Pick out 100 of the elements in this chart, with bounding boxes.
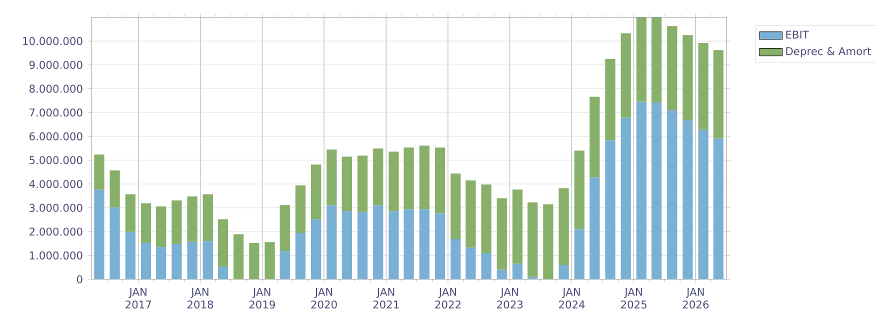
bar [156,247,166,280]
bar [574,150,584,230]
y-tick-label: 8.000.000 [29,84,82,93]
y-tick-label: 6.000.000 [30,132,82,140]
bar [311,219,322,280]
x-tick-label: JAN 2026 [682,288,709,309]
bar [558,188,569,265]
y-tick-label: 9.000.000 [29,60,82,69]
bar [481,184,492,254]
bar [466,248,476,280]
bar [698,42,708,130]
bar [373,148,384,206]
bar [140,203,152,244]
bar [620,118,631,280]
bar [156,206,166,248]
bar [388,152,399,212]
bar [682,120,693,280]
bar [172,244,182,280]
bar [110,207,120,280]
y-tick-label: 4.000.000 [29,180,82,188]
bar [218,219,228,267]
x-tick-label: JAN 2021 [373,288,399,309]
bar [326,149,337,206]
bar [434,213,446,280]
x-tick-label: JAN 2025 [621,288,646,309]
y-tick-label: 1.000.000 [30,251,82,260]
y-tick-label: 10.000.000 [23,37,82,46]
bar [342,211,352,280]
bar [558,264,569,280]
bar [172,200,182,244]
y-tick-label: 0 [76,275,82,284]
bar [264,242,275,280]
y-tick-label: 3.000.000 [30,204,82,212]
bar [682,35,693,120]
bar [466,180,476,248]
bar [605,140,616,280]
bar [388,211,399,280]
bar [202,194,213,242]
bar [713,50,724,138]
bar [419,209,430,280]
bar [280,205,290,252]
bar [94,190,104,280]
bar [698,130,708,280]
x-tick-label: JAN 2019 [249,288,275,309]
bar [543,204,554,280]
x-tick-label: JAN 2023 [497,288,523,309]
y-tick-label: 5.000.000 [30,156,82,164]
bar [450,174,461,239]
bar [713,138,724,280]
x-tick-label: JAN 2017 [126,288,152,309]
x-tick-label: JAN 2024 [558,288,585,309]
x-tick-label: JAN 2022 [435,288,460,309]
bar [357,156,368,212]
bar [651,102,662,280]
bar [574,229,584,280]
bar [373,205,384,280]
bar [667,26,678,110]
y-tick-label: 2.000.000 [30,228,82,236]
x-tick-label: JAN 2020 [311,288,337,309]
bar [450,239,461,280]
bar [590,96,600,178]
bar [234,234,244,280]
bar [94,154,104,190]
bar [110,170,120,208]
bar [404,209,414,280]
bar [404,148,414,210]
bar [357,212,368,280]
x-tick-label: JAN 2018 [187,288,214,309]
bar [590,177,600,280]
bar [249,243,260,280]
bar [125,194,136,232]
bar [419,146,430,210]
bar [651,17,662,103]
bar [528,202,538,277]
y-tick-label: 7.000.000 [30,108,82,117]
bar [295,185,306,234]
bar [512,264,523,280]
bar [326,205,337,280]
bar [311,164,322,220]
bar [496,270,507,280]
bar [620,33,631,118]
bar [202,241,213,280]
bar [496,198,507,270]
bar [295,233,306,280]
bar [187,196,198,242]
bar [140,243,152,280]
bar [342,156,352,212]
legend-label: EBIT [786,30,809,38]
bar [667,110,678,280]
bar [187,242,198,280]
bar [605,58,616,140]
bar [125,232,136,280]
bar [434,148,446,214]
bar [512,189,523,264]
bar [280,251,290,280]
legend-label: Deprec & Amort [786,47,871,58]
bar [636,102,647,280]
bar [481,253,492,280]
bar [636,17,647,102]
bar [218,266,228,280]
